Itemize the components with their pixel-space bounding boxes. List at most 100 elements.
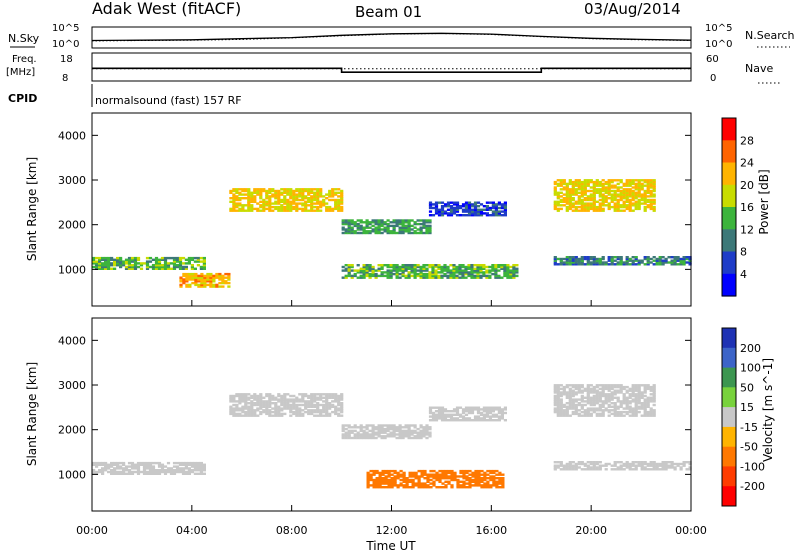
echo-cell <box>634 393 638 396</box>
echo-cell <box>580 263 584 266</box>
echo-cell <box>200 272 204 276</box>
echo-cell <box>235 407 239 410</box>
echo-cell <box>583 188 587 191</box>
echo-cell <box>244 204 248 207</box>
echo-cell <box>148 472 153 475</box>
echo-cell <box>310 197 314 200</box>
echo-cell <box>482 208 486 211</box>
echo-cell <box>434 201 439 204</box>
echo-cell <box>468 478 472 482</box>
echo-cell <box>107 265 111 269</box>
echo-cell <box>664 466 668 469</box>
echo-cell <box>274 405 278 408</box>
echo-cell <box>392 224 396 228</box>
echo-cell <box>574 400 578 403</box>
echo-cell <box>202 465 206 468</box>
echo-cell <box>586 393 590 396</box>
echo-cell <box>646 259 650 262</box>
echo-cell <box>316 202 320 205</box>
echo-cell <box>133 267 138 270</box>
echo-cell <box>571 205 575 209</box>
echo-cell <box>580 193 584 196</box>
echo-cell <box>491 410 495 413</box>
echo-cell <box>271 195 275 198</box>
echo-cell <box>227 272 231 276</box>
echo-cell <box>337 407 341 410</box>
echo-cell <box>372 469 376 473</box>
echo-cell <box>646 186 650 189</box>
echo-cell <box>601 384 605 387</box>
echo-cell <box>631 256 635 259</box>
echo-cell <box>163 260 168 263</box>
echo-cell <box>473 264 477 267</box>
echo-cell <box>374 436 378 440</box>
echo-cell <box>592 389 596 392</box>
echo-cell <box>637 263 641 266</box>
echo-cell <box>637 204 641 207</box>
echo-cell <box>643 207 647 211</box>
echo-cell <box>562 257 566 261</box>
echo-cell <box>637 394 641 398</box>
echo-cell <box>283 189 287 193</box>
echo-cell <box>368 269 372 272</box>
echo-cell <box>571 403 575 407</box>
echo-cell <box>571 468 575 471</box>
echo-cell <box>157 463 162 466</box>
echo-cell <box>396 473 400 476</box>
echo-cell <box>166 461 171 465</box>
echo-cell <box>268 198 272 202</box>
echo-cell <box>492 471 496 475</box>
frequency-series <box>92 67 691 73</box>
echo-cell <box>151 469 156 472</box>
echo-cell <box>488 410 492 413</box>
echo-cell <box>473 408 478 411</box>
echo-cell <box>565 202 569 205</box>
echo-cell <box>643 389 647 392</box>
echo-cell <box>404 221 408 224</box>
echo-cell <box>652 202 656 205</box>
echo-cell <box>640 407 644 410</box>
echo-cell <box>607 259 611 262</box>
echo-cell <box>256 398 260 401</box>
echo-cell <box>480 480 484 483</box>
echo-cell <box>340 410 344 414</box>
echo-cell <box>601 464 605 467</box>
echo-cell <box>362 226 366 229</box>
echo-cell <box>163 267 168 270</box>
echo-cell <box>410 264 414 267</box>
echo-cell <box>301 209 305 212</box>
echo-cell <box>456 482 460 485</box>
echo-cell <box>640 179 644 182</box>
echo-cell <box>515 274 519 278</box>
echo-cell <box>443 269 447 272</box>
echo-cell <box>344 274 348 278</box>
nsearch-max-label: 10^5 <box>705 23 732 34</box>
echo-cell <box>368 276 372 279</box>
echo-cell <box>163 465 168 468</box>
echo-cell <box>334 412 338 416</box>
echo-cell <box>353 221 357 224</box>
echo-cell <box>136 465 141 468</box>
echo-cell <box>277 207 281 211</box>
echo-cell <box>133 465 138 468</box>
echo-cell <box>616 209 620 212</box>
echo-cell <box>289 193 293 196</box>
echo-cell <box>461 411 466 415</box>
echo-cell <box>142 463 147 466</box>
echo-cell <box>488 265 492 269</box>
echo-cell <box>473 406 478 409</box>
echo-cell <box>556 410 560 414</box>
echo-cell <box>634 182 638 186</box>
echo-cell <box>262 402 266 405</box>
echo-cell <box>607 403 611 407</box>
echo-cell <box>459 469 463 473</box>
echo-cell <box>244 405 248 408</box>
echo-cell <box>372 478 376 482</box>
echo-cell <box>425 274 429 278</box>
echo-cell <box>604 385 608 389</box>
echo-cell <box>568 179 572 182</box>
echo-cell <box>655 468 659 471</box>
echo-cell <box>640 198 644 202</box>
echo-cell <box>402 475 406 478</box>
echo-cell <box>468 473 472 476</box>
